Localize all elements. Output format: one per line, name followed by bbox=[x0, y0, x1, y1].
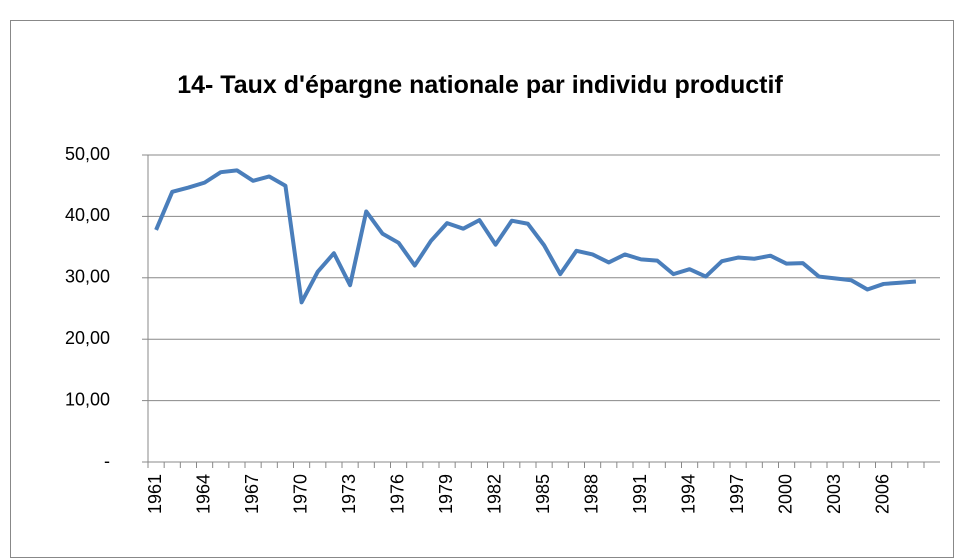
x-tick-label: 1976 bbox=[387, 474, 407, 514]
y-tick-label: 10,00 bbox=[65, 389, 110, 409]
y-tick-label: 40,00 bbox=[65, 205, 110, 225]
x-tick-label: 2006 bbox=[872, 474, 892, 514]
x-tick-label: 1985 bbox=[533, 474, 553, 514]
x-tick-label: 1979 bbox=[436, 474, 456, 514]
x-tick-label: 1967 bbox=[242, 474, 262, 514]
x-tick-label: 1970 bbox=[290, 474, 310, 514]
x-tick-label: 2000 bbox=[775, 474, 795, 514]
chart-frame bbox=[10, 20, 954, 558]
x-tick-label: 1973 bbox=[339, 474, 359, 514]
x-tick-label: 1991 bbox=[630, 474, 650, 514]
data-line bbox=[154, 168, 917, 305]
x-tick-label: 1994 bbox=[678, 474, 698, 514]
x-tick-label: 2003 bbox=[824, 474, 844, 514]
y-tick-label: 30,00 bbox=[65, 267, 110, 287]
y-tick-label: - bbox=[104, 451, 110, 471]
y-tick-label: 20,00 bbox=[65, 328, 110, 348]
x-tick-label: 1982 bbox=[484, 474, 504, 514]
x-tick-label: 1997 bbox=[727, 474, 747, 514]
y-tick-label: 50,00 bbox=[65, 144, 110, 164]
x-tick-label: 1988 bbox=[581, 474, 601, 514]
x-tick-label: 1964 bbox=[193, 474, 213, 514]
x-tick-label: 1961 bbox=[145, 474, 165, 514]
chart-title: 14- Taux d'épargne nationale par individ… bbox=[177, 71, 783, 99]
